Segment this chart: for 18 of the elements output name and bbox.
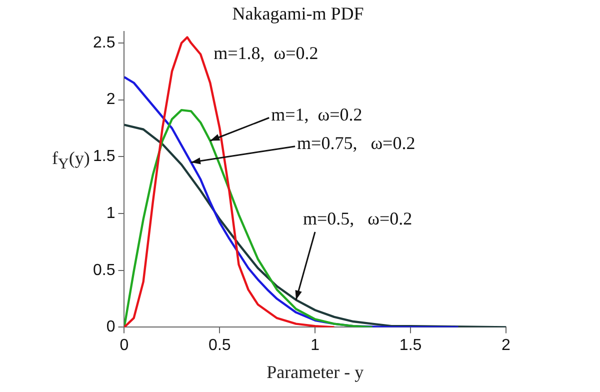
annotation: m=1.8, ω=0.2: [214, 43, 318, 64]
x-tick-label: 1.5: [399, 337, 422, 354]
y-axis-title: f$_{Y}$(y): [52, 148, 90, 174]
y-tick-label: 1: [106, 204, 116, 222]
y-tick-label: 0: [106, 318, 116, 336]
x-tick-label: 2: [502, 337, 511, 354]
chart-title: Nakagami-m PDF: [232, 4, 364, 24]
x-tick-label: 0: [120, 337, 129, 354]
y-tick-label: 0.5: [92, 262, 116, 279]
y-tick-label: 2.5: [92, 34, 116, 52]
annotation: m=0.75, ω=0.2: [297, 133, 416, 154]
x-axis-title: Parameter - y: [266, 362, 364, 382]
x-tick-label: 0.5: [208, 337, 231, 354]
y-tick-label: 1.5: [92, 148, 116, 166]
annotation: m=0.5, ω=0.2: [303, 208, 412, 229]
annotation: m=1, ω=0.2: [271, 104, 362, 124]
x-tick-label: 1: [310, 337, 320, 354]
y-tick-label: 2: [106, 91, 116, 108]
